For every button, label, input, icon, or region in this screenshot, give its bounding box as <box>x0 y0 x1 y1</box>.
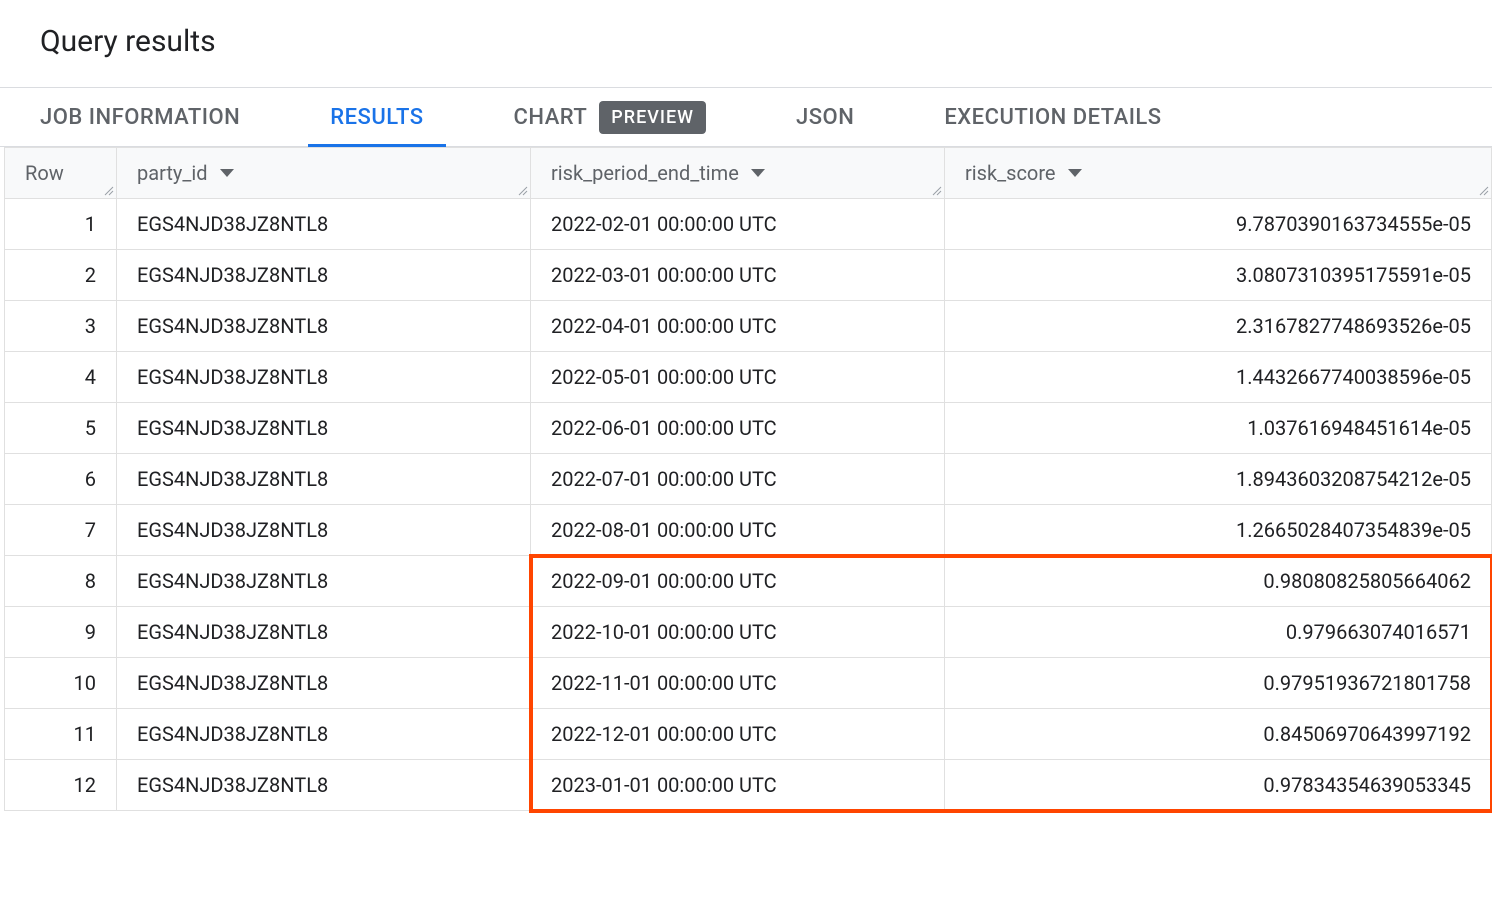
cell-party-id: EGS4NJD38JZ8NTL8 <box>117 709 531 760</box>
cell-risk-period-end-time: 2022-11-01 00:00:00 UTC <box>531 658 945 709</box>
tab-chart[interactable]: CHART PREVIEW <box>514 88 706 146</box>
tab-execution-details[interactable]: EXECUTION DETAILS <box>944 88 1161 146</box>
chevron-down-icon <box>1068 169 1082 177</box>
cell-party-id: EGS4NJD38JZ8NTL8 <box>117 607 531 658</box>
column-header-risk-score[interactable]: risk_score <box>945 148 1492 199</box>
cell-risk-score: 0.98080825805664062 <box>945 556 1492 607</box>
cell-row-number: 5 <box>5 403 117 454</box>
table-row: 6EGS4NJD38JZ8NTL82022-07-01 00:00:00 UTC… <box>5 454 1492 505</box>
cell-risk-score: 0.979663074016571 <box>945 607 1492 658</box>
table-row: 9EGS4NJD38JZ8NTL82022-10-01 00:00:00 UTC… <box>5 607 1492 658</box>
table-row: 4EGS4NJD38JZ8NTL82022-05-01 00:00:00 UTC… <box>5 352 1492 403</box>
cell-risk-score: 1.037616948451614e-05 <box>945 403 1492 454</box>
preview-badge: PREVIEW <box>599 101 706 134</box>
cell-risk-period-end-time: 2022-12-01 00:00:00 UTC <box>531 709 945 760</box>
table-body: 1EGS4NJD38JZ8NTL82022-02-01 00:00:00 UTC… <box>5 199 1492 811</box>
cell-party-id: EGS4NJD38JZ8NTL8 <box>117 403 531 454</box>
cell-risk-score: 0.97834354639053345 <box>945 760 1492 811</box>
cell-risk-score: 9.7870390163734555e-05 <box>945 199 1492 250</box>
cell-party-id: EGS4NJD38JZ8NTL8 <box>117 352 531 403</box>
resize-handle-icon[interactable] <box>1479 186 1489 196</box>
cell-row-number: 12 <box>5 760 117 811</box>
table-row: 8EGS4NJD38JZ8NTL82022-09-01 00:00:00 UTC… <box>5 556 1492 607</box>
table-row: 2EGS4NJD38JZ8NTL82022-03-01 00:00:00 UTC… <box>5 250 1492 301</box>
table-row: 11EGS4NJD38JZ8NTL82022-12-01 00:00:00 UT… <box>5 709 1492 760</box>
column-header-risk-period-end-time[interactable]: risk_period_end_time <box>531 148 945 199</box>
cell-risk-period-end-time: 2022-02-01 00:00:00 UTC <box>531 199 945 250</box>
table-row: 10EGS4NJD38JZ8NTL82022-11-01 00:00:00 UT… <box>5 658 1492 709</box>
cell-risk-period-end-time: 2022-08-01 00:00:00 UTC <box>531 505 945 556</box>
cell-risk-period-end-time: 2022-06-01 00:00:00 UTC <box>531 403 945 454</box>
cell-risk-score: 2.3167827748693526e-05 <box>945 301 1492 352</box>
cell-risk-score: 0.84506970643997192 <box>945 709 1492 760</box>
column-header-row-label: Row <box>25 161 64 185</box>
tab-chart-label: CHART <box>514 105 588 130</box>
chevron-down-icon <box>220 169 234 177</box>
chevron-down-icon <box>751 169 765 177</box>
tab-json[interactable]: JSON <box>796 88 854 146</box>
resize-handle-icon[interactable] <box>518 186 528 196</box>
cell-risk-period-end-time: 2023-01-01 00:00:00 UTC <box>531 760 945 811</box>
cell-row-number: 3 <box>5 301 117 352</box>
tab-job-information[interactable]: JOB INFORMATION <box>40 88 240 146</box>
column-header-score-label: risk_score <box>965 161 1056 185</box>
table-header-row: Row party_id risk_period <box>5 148 1492 199</box>
table-row: 3EGS4NJD38JZ8NTL82022-04-01 00:00:00 UTC… <box>5 301 1492 352</box>
table-row: 12EGS4NJD38JZ8NTL82023-01-01 00:00:00 UT… <box>5 760 1492 811</box>
cell-risk-period-end-time: 2022-03-01 00:00:00 UTC <box>531 250 945 301</box>
column-header-party-id-label: party_id <box>137 161 208 185</box>
cell-row-number: 11 <box>5 709 117 760</box>
cell-risk-period-end-time: 2022-10-01 00:00:00 UTC <box>531 607 945 658</box>
cell-risk-score: 1.8943603208754212e-05 <box>945 454 1492 505</box>
table-row: 1EGS4NJD38JZ8NTL82022-02-01 00:00:00 UTC… <box>5 199 1492 250</box>
cell-row-number: 1 <box>5 199 117 250</box>
table-row: 5EGS4NJD38JZ8NTL82022-06-01 00:00:00 UTC… <box>5 403 1492 454</box>
cell-party-id: EGS4NJD38JZ8NTL8 <box>117 556 531 607</box>
cell-risk-score: 1.2665028407354839e-05 <box>945 505 1492 556</box>
tab-results[interactable]: RESULTS <box>330 88 423 146</box>
cell-risk-score: 1.4432667740038596e-05 <box>945 352 1492 403</box>
cell-party-id: EGS4NJD38JZ8NTL8 <box>117 199 531 250</box>
tabs-bar: JOB INFORMATION RESULTS CHART PREVIEW JS… <box>0 87 1492 147</box>
cell-risk-period-end-time: 2022-09-01 00:00:00 UTC <box>531 556 945 607</box>
column-header-party-id[interactable]: party_id <box>117 148 531 199</box>
cell-risk-period-end-time: 2022-07-01 00:00:00 UTC <box>531 454 945 505</box>
cell-party-id: EGS4NJD38JZ8NTL8 <box>117 301 531 352</box>
cell-party-id: EGS4NJD38JZ8NTL8 <box>117 505 531 556</box>
cell-row-number: 9 <box>5 607 117 658</box>
cell-risk-score: 0.97951936721801758 <box>945 658 1492 709</box>
resize-handle-icon[interactable] <box>932 186 942 196</box>
cell-party-id: EGS4NJD38JZ8NTL8 <box>117 454 531 505</box>
cell-risk-score: 3.0807310395175591e-05 <box>945 250 1492 301</box>
cell-row-number: 10 <box>5 658 117 709</box>
cell-row-number: 6 <box>5 454 117 505</box>
cell-party-id: EGS4NJD38JZ8NTL8 <box>117 250 531 301</box>
table-row: 7EGS4NJD38JZ8NTL82022-08-01 00:00:00 UTC… <box>5 505 1492 556</box>
cell-row-number: 2 <box>5 250 117 301</box>
column-header-row[interactable]: Row <box>5 148 117 199</box>
cell-party-id: EGS4NJD38JZ8NTL8 <box>117 760 531 811</box>
column-header-time-label: risk_period_end_time <box>551 161 739 185</box>
results-table: Row party_id risk_period <box>4 147 1492 811</box>
cell-row-number: 7 <box>5 505 117 556</box>
cell-row-number: 4 <box>5 352 117 403</box>
page-title: Query results <box>0 0 1492 87</box>
resize-handle-icon[interactable] <box>104 186 114 196</box>
cell-row-number: 8 <box>5 556 117 607</box>
cell-party-id: EGS4NJD38JZ8NTL8 <box>117 658 531 709</box>
cell-risk-period-end-time: 2022-04-01 00:00:00 UTC <box>531 301 945 352</box>
results-table-wrap: Row party_id risk_period <box>0 147 1492 811</box>
cell-risk-period-end-time: 2022-05-01 00:00:00 UTC <box>531 352 945 403</box>
